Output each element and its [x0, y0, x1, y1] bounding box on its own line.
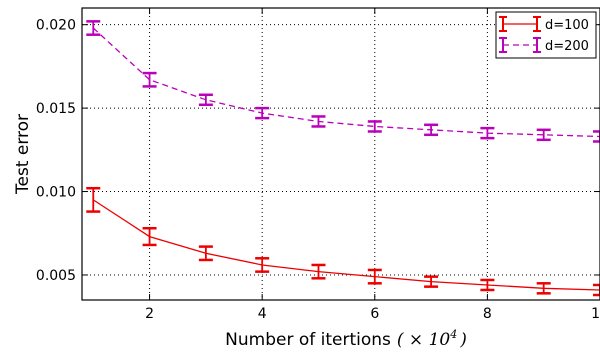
- error-bar: [142, 71, 157, 88]
- x-tick-label: 6: [370, 306, 379, 322]
- y-axis-title: Test error: [13, 114, 33, 195]
- x-tick-label: 8: [483, 306, 492, 322]
- y-tick-label: 0.020: [36, 18, 76, 34]
- error-bar: [593, 130, 600, 143]
- legend-entry-d-100: d=100: [499, 16, 589, 33]
- error-bar: [142, 227, 157, 247]
- legend-label: d=100: [545, 18, 589, 33]
- axis-frame: [81, 7, 600, 301]
- error-bar: [255, 106, 270, 120]
- x-tick-label: 2: [145, 306, 154, 322]
- legend: d=100 d=200: [495, 11, 597, 59]
- x-axis-title-exponent: 4: [449, 328, 457, 341]
- series-d-200: [86, 20, 600, 143]
- x-axis-title-math: ( × 10: [397, 330, 451, 350]
- error-bar: [255, 257, 270, 273]
- series-d-100-line: [92, 199, 600, 291]
- legend-label: d=200: [545, 39, 589, 54]
- error-bar: [86, 20, 101, 36]
- x-axis-title-text: Number of itertions: [225, 330, 391, 350]
- y-tick-label: 0.015: [36, 101, 76, 117]
- error-bar: [311, 263, 326, 280]
- error-bar: [480, 278, 495, 292]
- legend-entry-d-200: d=200: [499, 37, 589, 54]
- legend-box: [495, 11, 597, 59]
- error-bar: [536, 282, 551, 295]
- y-tick-label: 0.010: [36, 185, 76, 201]
- x-axis-title-close: ): [459, 330, 467, 350]
- error-bar: [593, 283, 600, 297]
- x-tick-label: 4: [258, 306, 267, 322]
- error-bar: [424, 123, 439, 137]
- error-bar: [367, 268, 382, 285]
- error-bar: [536, 128, 551, 142]
- x-axis-ticks: 2 4 6 8 10: [145, 8, 600, 322]
- error-bar: [311, 115, 326, 128]
- error-bar: [198, 245, 213, 262]
- plot-area: [86, 20, 600, 297]
- error-bar: [480, 126, 495, 140]
- x-tick-label: 10: [591, 306, 600, 322]
- error-bar: [367, 120, 382, 133]
- error-bar: [86, 186, 101, 213]
- x-axis-title: Number of itertions ( × 104): [225, 328, 467, 350]
- plot-frame: [81, 7, 600, 301]
- grid: [82, 8, 600, 300]
- series-d-100: [86, 186, 600, 297]
- error-bar: [198, 93, 213, 107]
- error-bar: [424, 275, 439, 288]
- y-axis-ticks: 0.005 0.010 0.015 0.020: [36, 18, 600, 284]
- y-tick-label: 0.005: [36, 268, 76, 284]
